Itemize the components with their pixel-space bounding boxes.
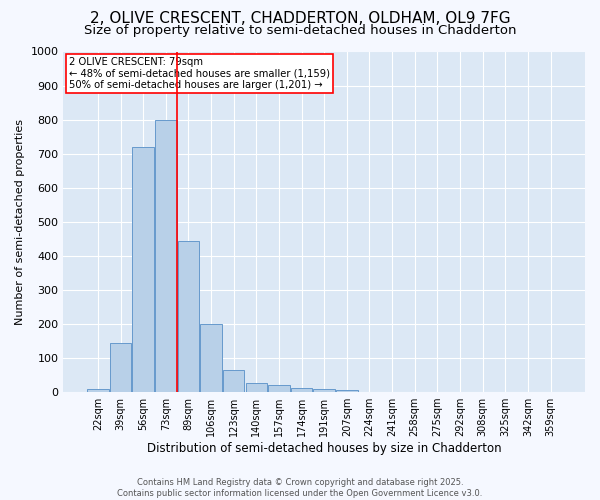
Bar bbox=[336, 390, 358, 392]
Bar bbox=[223, 370, 244, 392]
Text: 2, OLIVE CRESCENT, CHADDERTON, OLDHAM, OL9 7FG: 2, OLIVE CRESCENT, CHADDERTON, OLDHAM, O… bbox=[89, 11, 511, 26]
Bar bbox=[313, 390, 335, 392]
X-axis label: Distribution of semi-detached houses by size in Chadderton: Distribution of semi-detached houses by … bbox=[147, 442, 502, 455]
Bar bbox=[200, 324, 222, 392]
Text: 2 OLIVE CRESCENT: 79sqm
← 48% of semi-detached houses are smaller (1,159)
50% of: 2 OLIVE CRESCENT: 79sqm ← 48% of semi-de… bbox=[68, 56, 329, 90]
Bar bbox=[291, 388, 313, 392]
Bar bbox=[133, 147, 154, 392]
Bar bbox=[245, 382, 267, 392]
Bar bbox=[87, 388, 109, 392]
Bar bbox=[268, 386, 290, 392]
Bar bbox=[110, 342, 131, 392]
Text: Contains HM Land Registry data © Crown copyright and database right 2025.
Contai: Contains HM Land Registry data © Crown c… bbox=[118, 478, 482, 498]
Y-axis label: Number of semi-detached properties: Number of semi-detached properties bbox=[15, 119, 25, 325]
Bar bbox=[155, 120, 176, 392]
Text: Size of property relative to semi-detached houses in Chadderton: Size of property relative to semi-detach… bbox=[84, 24, 516, 37]
Bar bbox=[178, 240, 199, 392]
